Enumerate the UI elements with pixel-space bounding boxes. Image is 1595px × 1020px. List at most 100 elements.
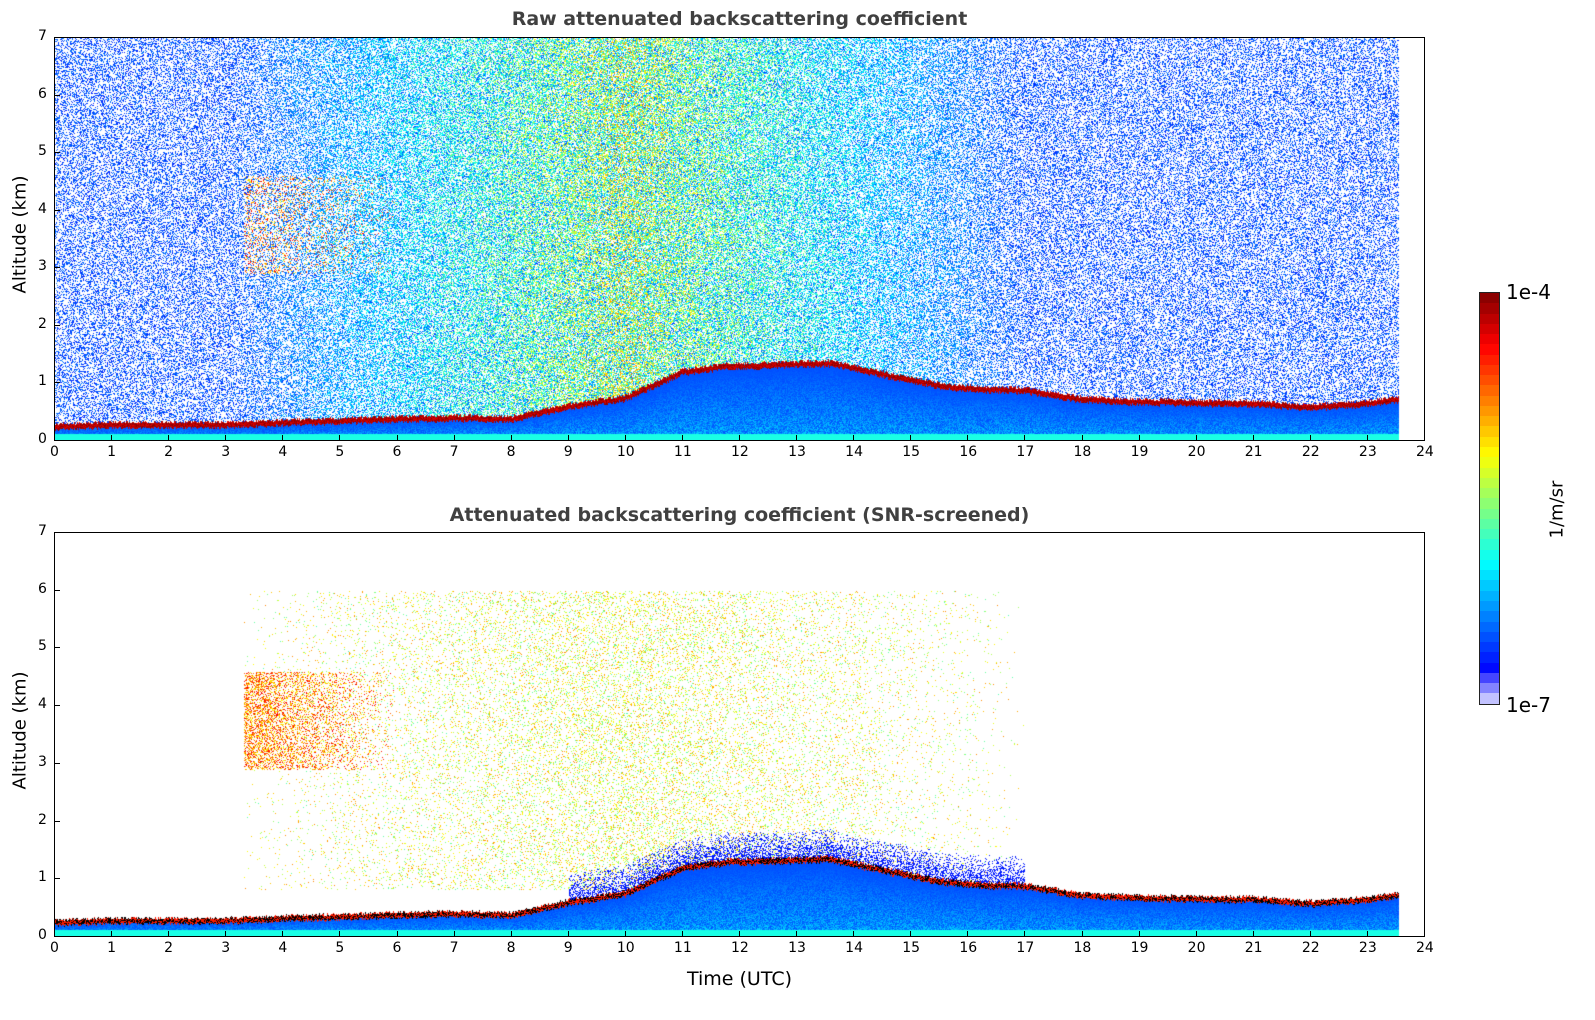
x-tick-mark [681, 931, 683, 937]
x-tick-mark [567, 435, 569, 441]
colorbar-segment [1480, 477, 1499, 489]
x-tick-label: 16 [959, 444, 978, 460]
colorbar-segment [1480, 508, 1499, 519]
colorbar-segment [1480, 631, 1499, 643]
y-tick-mark [54, 267, 60, 269]
x-tick-mark [739, 931, 740, 937]
x-tick-label: 14 [845, 444, 863, 460]
x-tick-mark [1138, 435, 1140, 441]
x-tick-mark [111, 435, 113, 441]
colorbar-segment [1480, 693, 1499, 704]
y-tick-label: 7 [38, 28, 47, 44]
x-tick-label: 0 [50, 940, 59, 956]
x-tick-label: 1 [107, 940, 116, 956]
y-tick-mark [54, 209, 60, 211]
x-tick-mark [510, 435, 512, 441]
y-tick-label: 1 [38, 373, 47, 390]
x-tick-label: 5 [335, 444, 345, 460]
x-tick-mark [339, 931, 341, 937]
x-tick-mark [1252, 435, 1254, 441]
colorbar-segment [1480, 405, 1499, 417]
x-tick-mark [453, 435, 455, 441]
colorbar-segment [1480, 600, 1499, 612]
x-tick-mark [1138, 931, 1140, 937]
x-tick-label: 21 [1244, 940, 1263, 956]
x-tick-mark [967, 931, 969, 937]
x-tick-mark [796, 435, 798, 441]
x-tick-mark [967, 435, 969, 441]
screened-backscatter-heatmap [54, 532, 1425, 937]
x-tick-label: 15 [902, 444, 921, 460]
x-tick-mark [168, 931, 170, 937]
x-tick-label: 20 [1187, 940, 1206, 956]
x-tick-mark [1366, 435, 1368, 441]
colorbar-segment [1480, 559, 1499, 571]
y-tick-label: 4 [38, 696, 47, 713]
x-tick-label: 3 [221, 444, 231, 460]
x-tick-mark [853, 435, 855, 441]
colorbar-segment [1480, 488, 1499, 499]
x-tick-label: 24 [1416, 940, 1434, 956]
x-tick-label: 13 [788, 940, 806, 956]
x-tick-label: 17 [1016, 444, 1035, 460]
x-tick-label: 0 [50, 444, 59, 460]
x-tick-label: 9 [563, 444, 573, 460]
raw-backscatter-heatmap [54, 37, 1425, 441]
x-tick-label: 22 [1301, 444, 1320, 460]
colorbar-segment [1480, 529, 1499, 540]
y-tick-mark [54, 705, 60, 707]
y-tick-label: 3 [38, 753, 47, 770]
y-tick-label: 3 [38, 258, 47, 275]
x-tick-mark [111, 931, 113, 937]
x-tick-mark [1424, 435, 1425, 441]
x-tick-label: 4 [278, 940, 288, 956]
x-tick-mark [1309, 435, 1311, 441]
y-tick-mark [54, 647, 60, 649]
colorbar-min-label: 1e-7 [1506, 693, 1551, 717]
x-tick-mark [225, 931, 227, 937]
colorbar-segment [1480, 354, 1499, 365]
y-tick-mark [54, 382, 60, 384]
colorbar-segment [1480, 518, 1499, 530]
x-tick-label: 6 [392, 444, 402, 460]
colorbar-segment [1480, 498, 1499, 509]
colorbar-max-label: 1e-4 [1506, 280, 1551, 304]
y-tick-label: 2 [38, 811, 47, 828]
x-tick-label: 19 [1130, 940, 1149, 956]
colorbar-segment [1480, 672, 1499, 684]
colorbar-segment [1480, 313, 1499, 324]
x-tick-label: 2 [164, 444, 174, 460]
colorbar-segment [1480, 683, 1499, 694]
colorbar-segment [1480, 323, 1499, 335]
x-tick-mark [453, 931, 455, 937]
x-tick-label: 11 [673, 444, 692, 460]
x-tick-label: 18 [1073, 444, 1092, 460]
x-tick-label: 10 [616, 940, 635, 956]
colorbar-segment [1480, 375, 1499, 386]
y-tick-mark [54, 532, 60, 533]
x-tick-mark [910, 931, 912, 937]
y-tick-mark [54, 878, 60, 880]
colorbar-segment [1480, 590, 1499, 601]
x-tick-label: 7 [449, 940, 459, 956]
x-tick-label: 2 [164, 940, 174, 956]
y-tick-mark [54, 762, 60, 764]
x-tick-mark [567, 931, 569, 937]
y-tick-mark [54, 820, 60, 822]
x-tick-mark [1024, 435, 1026, 441]
colorbar-segment [1480, 446, 1499, 458]
x-tick-label: 23 [1358, 940, 1377, 956]
x-tick-label: 20 [1187, 444, 1206, 460]
colorbar-segment [1480, 303, 1499, 314]
y-tick-label: 6 [38, 85, 47, 102]
screened-heatmap-canvas [55, 533, 1424, 936]
y-tick-mark [54, 324, 60, 326]
x-tick-mark [282, 435, 284, 441]
x-tick-label: 12 [731, 444, 749, 460]
y-tick-label: 0 [38, 927, 47, 943]
y-tick-mark [54, 936, 60, 937]
x-tick-mark [282, 931, 284, 937]
x-tick-mark [910, 435, 912, 441]
colorbar-segment [1480, 549, 1499, 560]
y-tick-mark [54, 440, 60, 441]
